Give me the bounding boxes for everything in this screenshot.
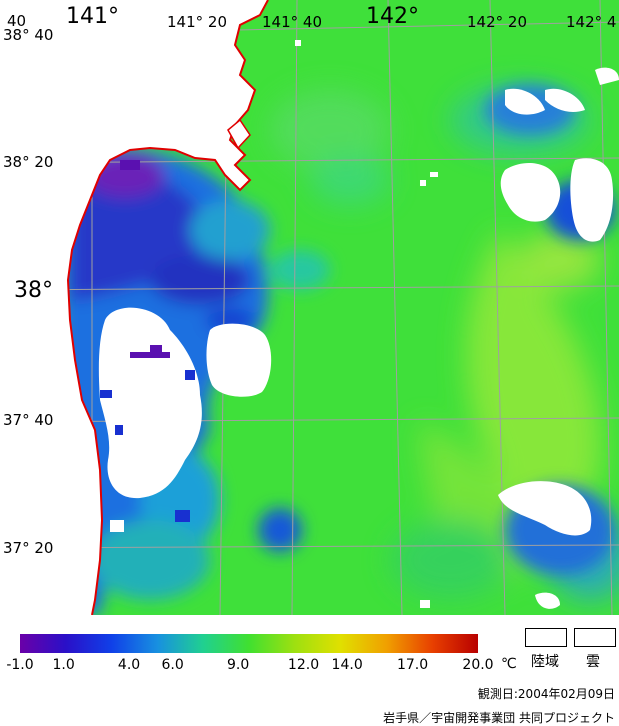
lat-label-37-20: 37° 20 [3, 539, 54, 557]
temperature-colorbar [20, 634, 478, 653]
corner-label: 40 [7, 12, 27, 30]
colorbar-tick: 4.0 [117, 657, 141, 673]
colorbar-tick: 1.0 [52, 657, 75, 673]
colorbar-tick: 9.0 [226, 657, 250, 673]
observation-date: 観測日:2004年02月09日 [477, 687, 615, 701]
colorbar-tick: -1.0 [6, 657, 34, 673]
lat-label-38: 38° [14, 278, 53, 303]
lon-label-142: 142° [366, 4, 419, 29]
lon-label-142-40: 142° 4 [566, 13, 617, 31]
coastline [66, 0, 269, 615]
lon-label-141-40: 141° 40 [262, 13, 322, 31]
colorbar-tick: 12.0 [287, 657, 320, 673]
cloud-legend-swatch [574, 628, 616, 647]
warm-water-band [466, 230, 602, 560]
land-legend-label: 陸域 [531, 654, 559, 670]
cloud-areas [98, 40, 619, 609]
lat-label-38-20: 38° 20 [3, 153, 54, 171]
land-area [0, 0, 268, 615]
colorbar-tick: 14.0 [331, 657, 363, 673]
colorbar-tick: 6.0 [161, 657, 184, 673]
credit-line: 岩手県／宇宙開発事業団 共同プロジェクト [383, 711, 615, 725]
lon-label-141: 141° [66, 4, 119, 29]
land-legend-swatch [525, 628, 567, 647]
lon-label-142-20: 142° 20 [467, 13, 527, 31]
cloud-legend-label: 雲 [586, 654, 600, 670]
lat-label-37-40: 37° 40 [3, 411, 54, 429]
unit-label: ℃ [501, 656, 517, 672]
colorbar-tick: 20.0 [462, 657, 494, 673]
colorbar-tick: 17.0 [396, 657, 429, 673]
lat-label-38-40: 38° 40 [3, 26, 54, 44]
sst-map [0, 0, 619, 615]
lon-label-141-20: 141° 20 [167, 13, 227, 31]
